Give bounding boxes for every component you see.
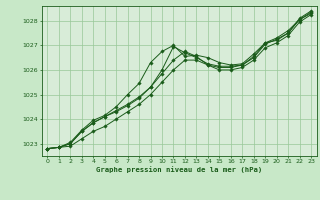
X-axis label: Graphe pression niveau de la mer (hPa): Graphe pression niveau de la mer (hPa)	[96, 166, 262, 173]
